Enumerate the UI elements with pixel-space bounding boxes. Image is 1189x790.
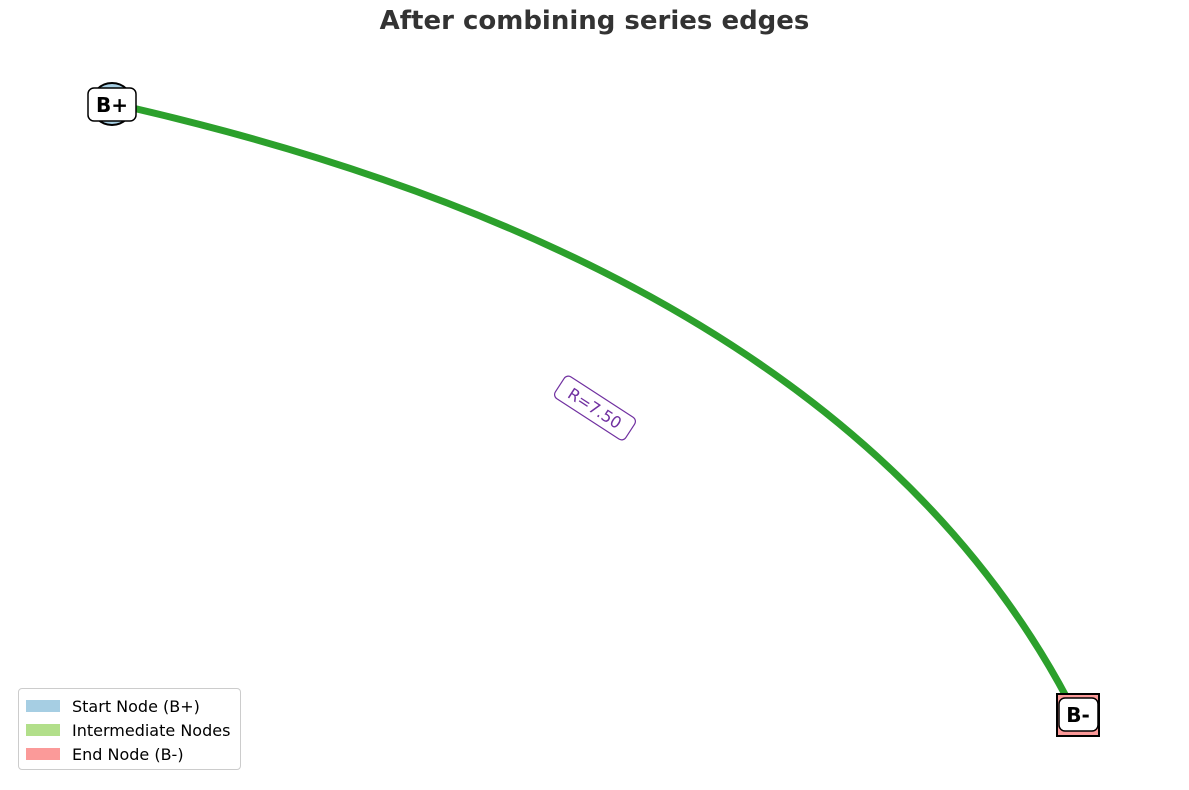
start-node-label: B+: [96, 93, 128, 117]
legend: Start Node (B+) Intermediate Nodes End N…: [18, 688, 241, 770]
legend-item-start: Start Node (B+): [26, 694, 240, 718]
legend-label-start: Start Node (B+): [72, 696, 200, 716]
end-node: B-: [1056, 693, 1100, 737]
edge-label: R=7.50: [554, 375, 636, 441]
legend-label-end: End Node (B-): [72, 744, 184, 764]
legend-item-intermediate: Intermediate Nodes: [26, 718, 240, 742]
legend-label-intermediate: Intermediate Nodes: [72, 720, 231, 740]
legend-swatch-end: [26, 748, 60, 760]
edge-b-plus-to-b-minus: [123, 102, 1072, 702]
legend-item-end: End Node (B-): [26, 742, 240, 766]
legend-swatch-start: [26, 700, 60, 712]
end-node-label: B-: [1066, 703, 1090, 727]
diagram-title: After combining series edges: [379, 6, 810, 36]
start-node: B+: [87, 82, 137, 126]
legend-swatch-intermediate: [26, 724, 60, 736]
